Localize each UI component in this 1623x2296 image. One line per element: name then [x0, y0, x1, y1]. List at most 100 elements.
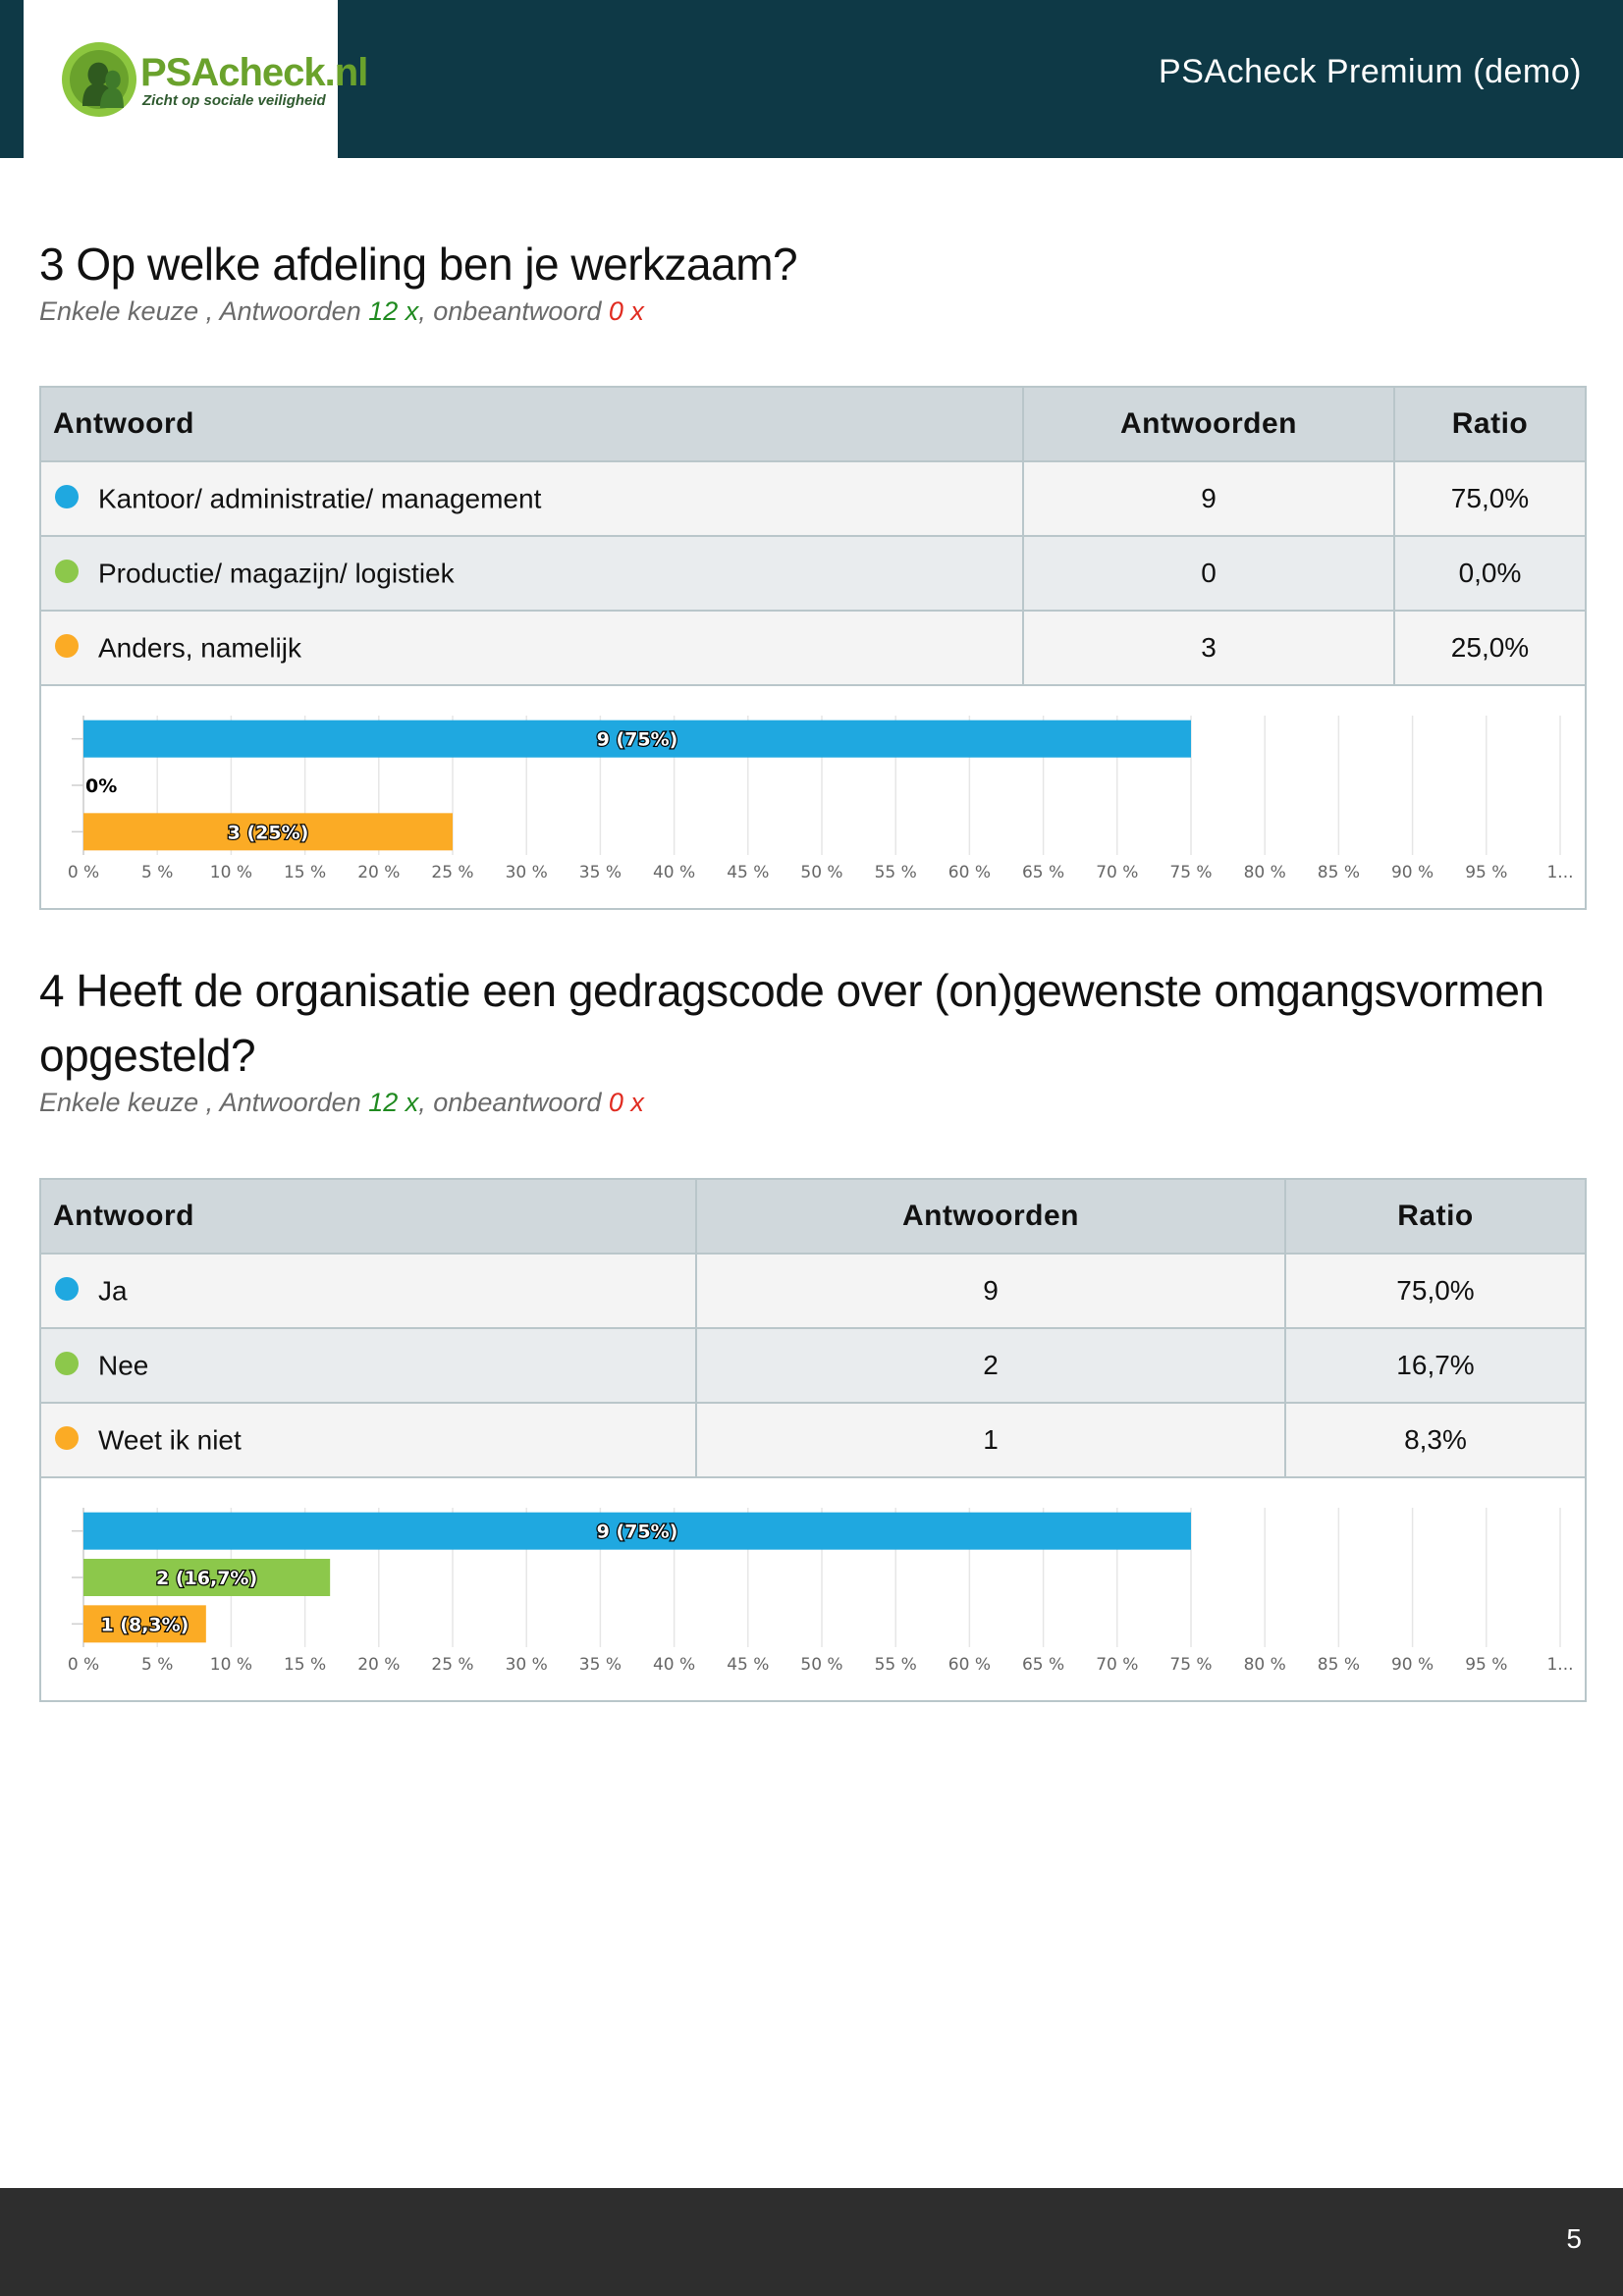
results-panel: Antwoord Antwoorden Ratio Ja 9 75,0% Nee… [39, 1178, 1587, 1702]
x-tick-label: 30 % [506, 1655, 548, 1675]
answer-label: Anders, namelijk [98, 632, 301, 664]
legend-dot-icon [55, 1276, 79, 1301]
x-tick-label: 0 % [68, 1655, 99, 1675]
x-tick-label: 45 % [727, 863, 769, 882]
x-tick-label: 50 % [800, 1655, 842, 1675]
legend-dot-icon [55, 633, 79, 658]
x-tick-label: 65 % [1022, 1655, 1064, 1675]
x-tick-label: 80 % [1244, 863, 1286, 882]
bar-data-label: 9 (75%) [597, 729, 678, 751]
page-header: PSAcheck.nl Zicht op sociale veiligheid … [0, 0, 1623, 158]
x-tick-label: 90 % [1391, 1655, 1434, 1675]
x-tick-label: 55 % [875, 863, 917, 882]
answer-label: Productie/ magazijn/ logistiek [98, 558, 455, 589]
bar-data-label: 3 (25%) [228, 822, 309, 843]
table-row: Kantoor/ administratie/ management 9 75,… [41, 461, 1585, 537]
x-tick-label: 15 % [284, 863, 326, 882]
logo-wordmark: PSAcheck.nl [140, 51, 368, 94]
answer-ratio: 75,0% [1394, 461, 1585, 537]
question-meta: Enkele keuze , Antwoorden 12 x, onbeantw… [39, 296, 644, 326]
x-tick-label: 60 % [948, 1655, 991, 1675]
bar-chart: 0 % 5 % 10 % 15 % 20 % 25 % 30 % 35 % 40 % 45 % 50… [41, 1478, 1585, 1700]
x-tick-label: 85 % [1318, 863, 1360, 882]
answers-table: Antwoord Antwoorden Ratio Ja 9 75,0% Nee… [41, 1180, 1585, 1478]
x-tick-label: 70 % [1096, 1655, 1138, 1675]
x-tick-label: 75 % [1169, 863, 1212, 882]
x-tick-label: 35 % [579, 863, 622, 882]
page-number: 5 [1566, 2223, 1582, 2254]
x-tick-label: 80 % [1244, 1655, 1286, 1675]
answer-label: Weet ik niet [98, 1424, 242, 1456]
x-tick-label: 60 % [948, 863, 991, 882]
x-tick-label: 40 % [653, 863, 695, 882]
column-header-answer: Antwoord [41, 388, 1024, 462]
x-tick-label: 25 % [431, 1655, 473, 1675]
logo-tagline: Zicht op sociale veiligheid [142, 92, 326, 109]
page-footer: 5 [0, 2188, 1623, 2296]
legend-dot-icon [55, 559, 79, 583]
x-tick-label: 40 % [653, 1655, 695, 1675]
answer-count: 3 [1023, 611, 1395, 686]
logo: PSAcheck.nl Zicht op sociale veiligheid [24, 0, 368, 158]
legend-dot-icon [55, 484, 79, 508]
x-tick-label: 75 % [1169, 1655, 1212, 1675]
logo-heads-icon [62, 42, 136, 117]
answer-count: 9 [696, 1254, 1286, 1329]
x-tick-label: 5 % [141, 863, 173, 882]
x-tick-label: 25 % [431, 863, 473, 882]
bar [83, 1559, 331, 1596]
answer-ratio: 0,0% [1394, 536, 1585, 612]
answer-label: Kantoor/ administratie/ management [98, 483, 542, 514]
bar-chart: 0 % 5 % 10 % 15 % 20 % 25 % 30 % 35 % 40 % 45 % 50… [41, 686, 1585, 908]
x-tick-label: 50 % [800, 863, 842, 882]
x-tick-label: 95 % [1465, 863, 1507, 882]
bar-data-label: 2 (16,7%) [156, 1568, 257, 1589]
answer-ratio: 8,3% [1285, 1403, 1585, 1478]
x-tick-label: 65 % [1022, 863, 1064, 882]
bar [83, 813, 453, 851]
column-header-ratio: Ratio [1394, 388, 1585, 462]
table-row: Weet ik niet 1 8,3% [41, 1403, 1585, 1478]
bar-chart-svg: 0 % 5 % 10 % 15 % 20 % 25 % 30 % 35 % 40 % 45 % 50… [68, 1508, 1574, 1675]
results-panel: Antwoord Antwoorden Ratio Kantoor/ admin… [39, 386, 1587, 910]
question-title: 3 Op welke afdeling ben je werkzaam? [39, 239, 798, 290]
question-3: 3 Op welke afdeling ben je werkzaam? Enk… [39, 232, 1587, 910]
answer-ratio: 25,0% [1394, 611, 1585, 686]
question-meta: Enkele keuze , Antwoorden 12 x, onbeantw… [39, 1088, 644, 1117]
table-row: Productie/ magazijn/ logistiek 0 0,0% [41, 536, 1585, 612]
question-4: 4 Heeft de organisatie een gedragscode o… [39, 958, 1587, 1702]
bar-data-label: 9 (75%) [597, 1522, 678, 1543]
answer-count: 9 [1023, 461, 1395, 537]
answer-label: Ja [98, 1275, 128, 1307]
x-tick-label: 55 % [875, 1655, 917, 1675]
bar [83, 1512, 1191, 1550]
answer-ratio: 75,0% [1285, 1254, 1585, 1329]
x-tick-label: 70 % [1096, 863, 1138, 882]
answer-label: Nee [98, 1350, 149, 1381]
x-tick-label: 15 % [284, 1655, 326, 1675]
table-row: Nee 2 16,7% [41, 1328, 1585, 1404]
table-row: Ja 9 75,0% [41, 1254, 1585, 1329]
x-tick-label: 0 % [68, 863, 99, 882]
column-header-count: Antwoorden [696, 1180, 1286, 1255]
x-tick-label: 30 % [506, 863, 548, 882]
x-tick-label: 1... [1546, 863, 1573, 882]
x-tick-label: 35 % [579, 1655, 622, 1675]
legend-dot-icon [55, 1425, 79, 1450]
x-tick-label: 90 % [1391, 863, 1434, 882]
legend-dot-icon [55, 1351, 79, 1375]
bar [83, 720, 1191, 758]
bar [83, 1605, 206, 1643]
x-tick-label: 85 % [1318, 1655, 1360, 1675]
header-title: PSAcheck Premium (demo) [1159, 53, 1582, 90]
x-tick-label: 1... [1546, 1655, 1573, 1675]
column-header-count: Antwoorden [1023, 388, 1395, 462]
bar-data-label: 0% [85, 775, 117, 797]
table-row: Anders, namelijk 3 25,0% [41, 611, 1585, 686]
x-tick-label: 10 % [210, 863, 252, 882]
answers-table: Antwoord Antwoorden Ratio Kantoor/ admin… [41, 388, 1585, 686]
answer-count: 1 [696, 1403, 1286, 1478]
x-tick-label: 10 % [210, 1655, 252, 1675]
answer-count: 0 [1023, 536, 1395, 612]
column-header-ratio: Ratio [1285, 1180, 1585, 1255]
